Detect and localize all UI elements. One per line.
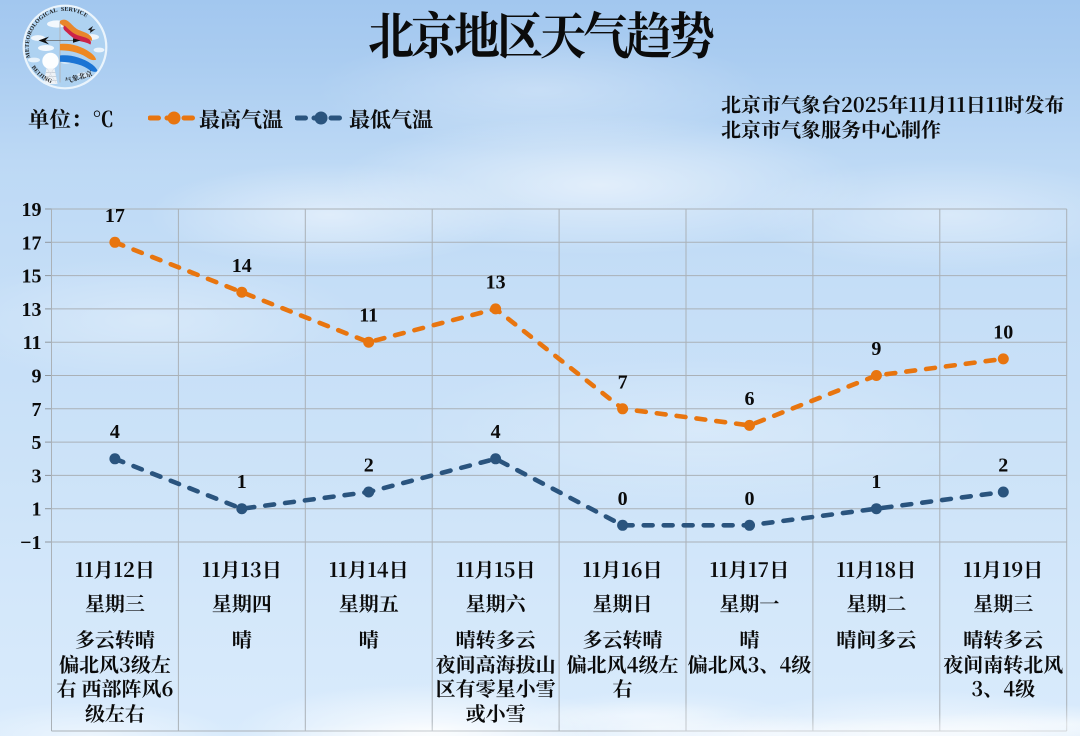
svg-text:9: 9: [32, 366, 42, 388]
svg-text:6: 6: [745, 388, 755, 410]
svg-text:15: 15: [22, 266, 42, 288]
svg-text:4: 4: [110, 421, 120, 443]
svg-text:5: 5: [32, 432, 42, 454]
svg-text:11: 11: [23, 332, 42, 354]
svg-text:0: 0: [745, 488, 755, 510]
svg-text:10: 10: [993, 321, 1013, 343]
svg-text:17: 17: [105, 205, 125, 227]
svg-text:17: 17: [22, 232, 42, 254]
svg-text:0: 0: [618, 488, 628, 510]
svg-text:19: 19: [22, 199, 42, 221]
svg-text:2: 2: [364, 455, 374, 477]
svg-text:7: 7: [618, 371, 628, 393]
svg-text:1: 1: [237, 471, 247, 493]
svg-text:1: 1: [871, 471, 881, 493]
svg-text:14: 14: [232, 255, 252, 277]
svg-text:−1: −1: [20, 532, 41, 554]
svg-text:9: 9: [871, 338, 881, 360]
svg-text:4: 4: [491, 421, 501, 443]
svg-text:13: 13: [22, 299, 42, 321]
svg-text:2: 2: [998, 455, 1008, 477]
svg-text:11: 11: [359, 305, 378, 327]
svg-text:13: 13: [486, 271, 506, 293]
svg-text:7: 7: [32, 399, 42, 421]
svg-text:3: 3: [32, 465, 42, 487]
svg-text:1: 1: [32, 499, 42, 521]
